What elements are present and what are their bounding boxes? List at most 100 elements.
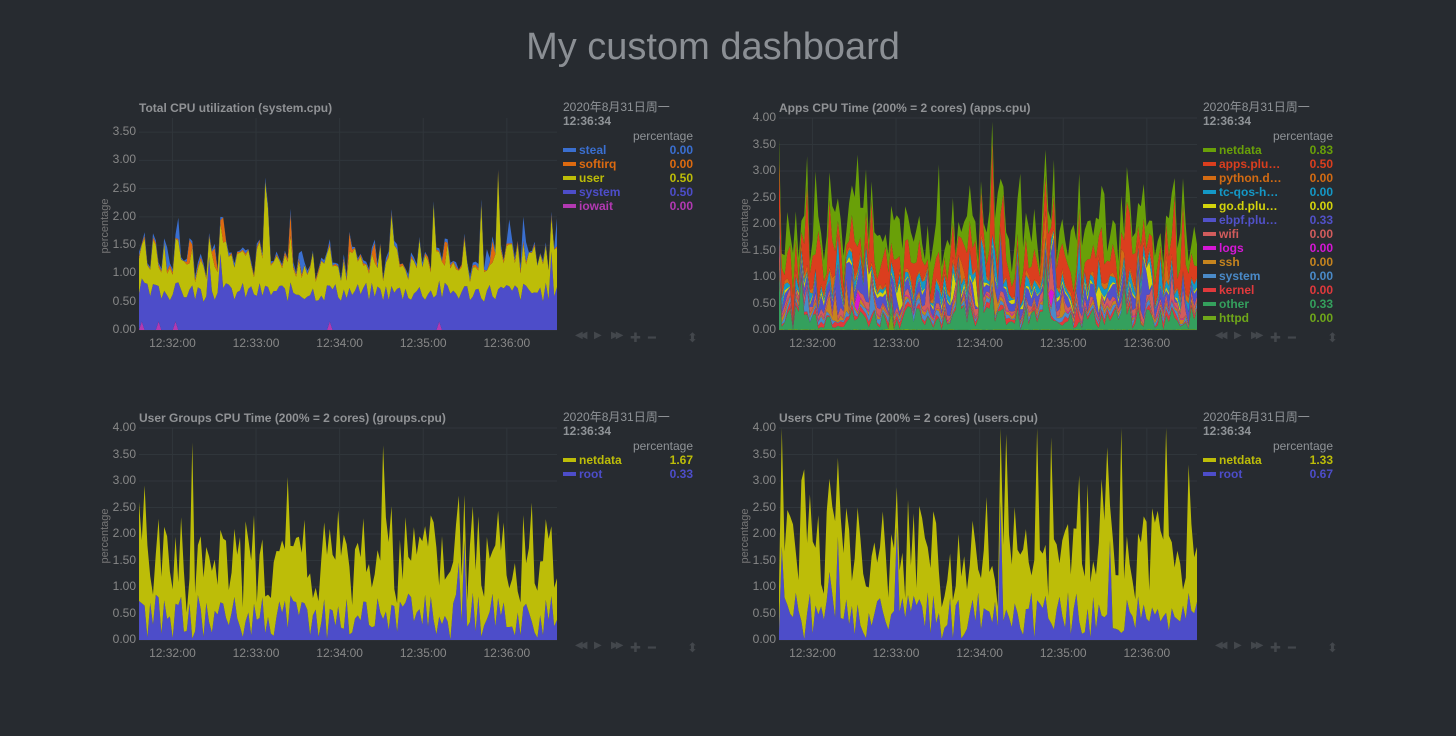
zoom-out-icon[interactable]: ━ <box>648 640 656 655</box>
resize-handle-icon[interactable]: ⬍ <box>687 640 698 655</box>
zoom-in-icon[interactable]: ✚ <box>1270 330 1281 345</box>
legend-series-value: 0.00 <box>1309 227 1333 241</box>
legend-series-value: 1.67 <box>669 453 693 467</box>
legend-item[interactable]: netdata 0.83 <box>1203 143 1333 157</box>
legend-series-name: iowait <box>579 199 614 213</box>
legend-item[interactable]: wifi 0.00 <box>1203 227 1333 241</box>
legend-series-value: 0.00 <box>1309 241 1333 255</box>
zoom-in-icon[interactable]: ✚ <box>1270 640 1281 655</box>
series-area-root <box>139 540 557 640</box>
y-tick-label: 2.00 <box>752 526 776 540</box>
play-icon[interactable]: ▶ <box>1234 640 1242 651</box>
x-tick-label: 12:35:00 <box>1039 646 1087 660</box>
legend-item[interactable]: other 0.33 <box>1203 297 1333 311</box>
rewind-icon[interactable]: ◀◀ <box>575 640 588 651</box>
legend-item[interactable]: netdata 1.33 <box>1203 453 1333 467</box>
legend-series-name: steal <box>579 143 607 157</box>
chart-users-cpu[interactable]: Users CPU Time (200% = 2 cores) (users.c… <box>720 410 1340 670</box>
chart-canvas[interactable] <box>80 410 700 670</box>
legend-swatch <box>563 147 576 152</box>
fast-forward-icon[interactable]: ▶▶ <box>611 330 624 341</box>
legend-swatch <box>563 457 576 462</box>
page-title: My custom dashboard <box>526 26 900 68</box>
y-tick-label: 3.00 <box>112 152 136 167</box>
legend-series-name: softirq <box>579 157 617 171</box>
chart-groups-cpu[interactable]: User Groups CPU Time (200% = 2 cores) (g… <box>80 410 700 670</box>
legend-series-value: 1.33 <box>1309 453 1333 467</box>
legend-item[interactable]: python.d… 0.00 <box>1203 171 1333 185</box>
legend-series-value: 0.33 <box>1309 297 1333 311</box>
rewind-icon[interactable]: ◀◀ <box>1215 330 1228 341</box>
legend-swatch <box>1203 301 1216 306</box>
series-area-netdata <box>779 428 1197 640</box>
x-tick-label: 12:34:00 <box>316 336 363 350</box>
legend-swatch <box>1203 457 1216 462</box>
series-area-ssh <box>779 255 1197 329</box>
y-tick-label: 2.00 <box>752 216 776 230</box>
legend-item[interactable]: user 0.50 <box>563 171 693 185</box>
legend-series-name: netdata <box>1219 453 1262 467</box>
legend-swatch <box>1203 189 1216 194</box>
legend-swatch <box>1203 259 1216 264</box>
zoom-out-icon[interactable]: ━ <box>648 330 656 345</box>
legend-item[interactable]: iowait 0.00 <box>563 199 693 213</box>
legend-item[interactable]: ebpf.plu… 0.33 <box>1203 213 1333 227</box>
y-axis-label: percentage <box>99 198 111 254</box>
legend-series-value: 0.67 <box>1309 467 1333 481</box>
legend-item[interactable]: netdata 1.67 <box>563 453 693 467</box>
zoom-out-icon[interactable]: ━ <box>1288 330 1296 345</box>
legend-series-name: other <box>1219 297 1249 311</box>
legend-swatch <box>1203 273 1216 278</box>
legend-series-name: logs <box>1219 241 1244 255</box>
resize-handle-icon[interactable]: ⬍ <box>1327 640 1338 655</box>
fast-forward-icon[interactable]: ▶▶ <box>1251 330 1264 341</box>
legend-series-value: 0.50 <box>669 185 693 199</box>
legend-series-value: 0.00 <box>1309 269 1333 283</box>
chart-apps-cpu[interactable]: Apps CPU Time (200% = 2 cores) (apps.cpu… <box>720 100 1340 360</box>
legend-date: 2020年8月31日周一 <box>563 100 670 114</box>
chart-toolbox: ◀◀ ▶ ▶▶ ✚ ━ ⬍ <box>1215 330 1340 346</box>
resize-handle-icon[interactable]: ⬍ <box>687 330 698 345</box>
fast-forward-icon[interactable]: ▶▶ <box>1251 640 1264 651</box>
legend-series-value: 0.00 <box>1309 171 1333 185</box>
chart-title: Total CPU utilization (system.cpu) <box>139 101 333 115</box>
legend-series-name: netdata <box>1219 143 1262 157</box>
zoom-out-icon[interactable]: ━ <box>1288 640 1296 655</box>
legend-swatch <box>1203 231 1216 236</box>
chart-toolbox: ◀◀ ▶ ▶▶ ✚ ━ ⬍ <box>575 640 700 656</box>
legend-item[interactable]: tc-qos-h… 0.00 <box>1203 185 1333 199</box>
legend-item[interactable]: steal 0.00 <box>563 143 693 157</box>
chart-canvas[interactable] <box>720 100 1340 360</box>
zoom-in-icon[interactable]: ✚ <box>630 640 641 655</box>
legend-item[interactable]: system 0.00 <box>1203 269 1333 283</box>
legend-item[interactable]: httpd 0.00 <box>1203 311 1333 325</box>
fast-forward-icon[interactable]: ▶▶ <box>611 640 624 651</box>
legend-swatch <box>1203 161 1216 166</box>
play-icon[interactable]: ▶ <box>594 640 602 651</box>
legend-item[interactable]: kernel 0.00 <box>1203 283 1333 297</box>
rewind-icon[interactable]: ◀◀ <box>1215 640 1228 651</box>
zoom-in-icon[interactable]: ✚ <box>630 330 641 345</box>
legend-item[interactable]: ssh 0.00 <box>1203 255 1333 269</box>
legend-item[interactable]: logs 0.00 <box>1203 241 1333 255</box>
y-tick-label: 0.50 <box>752 295 776 310</box>
legend-item[interactable]: system 0.50 <box>563 185 693 199</box>
x-tick-label: 12:35:00 <box>1039 336 1087 350</box>
chart-legend: 2020年8月31日周一 12:36:34 percentage netdata 0.8… <box>1203 100 1333 325</box>
chart-canvas[interactable] <box>720 410 1340 670</box>
legend-item[interactable]: root 0.67 <box>1203 467 1333 481</box>
play-icon[interactable]: ▶ <box>594 330 602 341</box>
x-tick-label: 12:36:00 <box>1123 646 1171 660</box>
chart-toolbox: ◀◀ ▶ ▶▶ ✚ ━ ⬍ <box>1215 640 1340 656</box>
legend-item[interactable]: root 0.33 <box>563 467 693 481</box>
rewind-icon[interactable]: ◀◀ <box>575 330 588 341</box>
series-area-system <box>779 257 1197 330</box>
play-icon[interactable]: ▶ <box>1234 330 1242 341</box>
chart-legend: 2020年8月31日周一 12:36:34 percentage netdata 1.3… <box>1203 410 1333 481</box>
resize-handle-icon[interactable]: ⬍ <box>1327 330 1338 345</box>
legend-item[interactable]: go.d.plu… 0.00 <box>1203 199 1333 213</box>
chart-canvas[interactable] <box>80 100 700 360</box>
chart-system-cpu[interactable]: Total CPU utilization (system.cpu) percen… <box>80 100 700 360</box>
legend-item[interactable]: apps.plu… 0.50 <box>1203 157 1333 171</box>
legend-item[interactable]: softirq 0.00 <box>563 157 693 171</box>
